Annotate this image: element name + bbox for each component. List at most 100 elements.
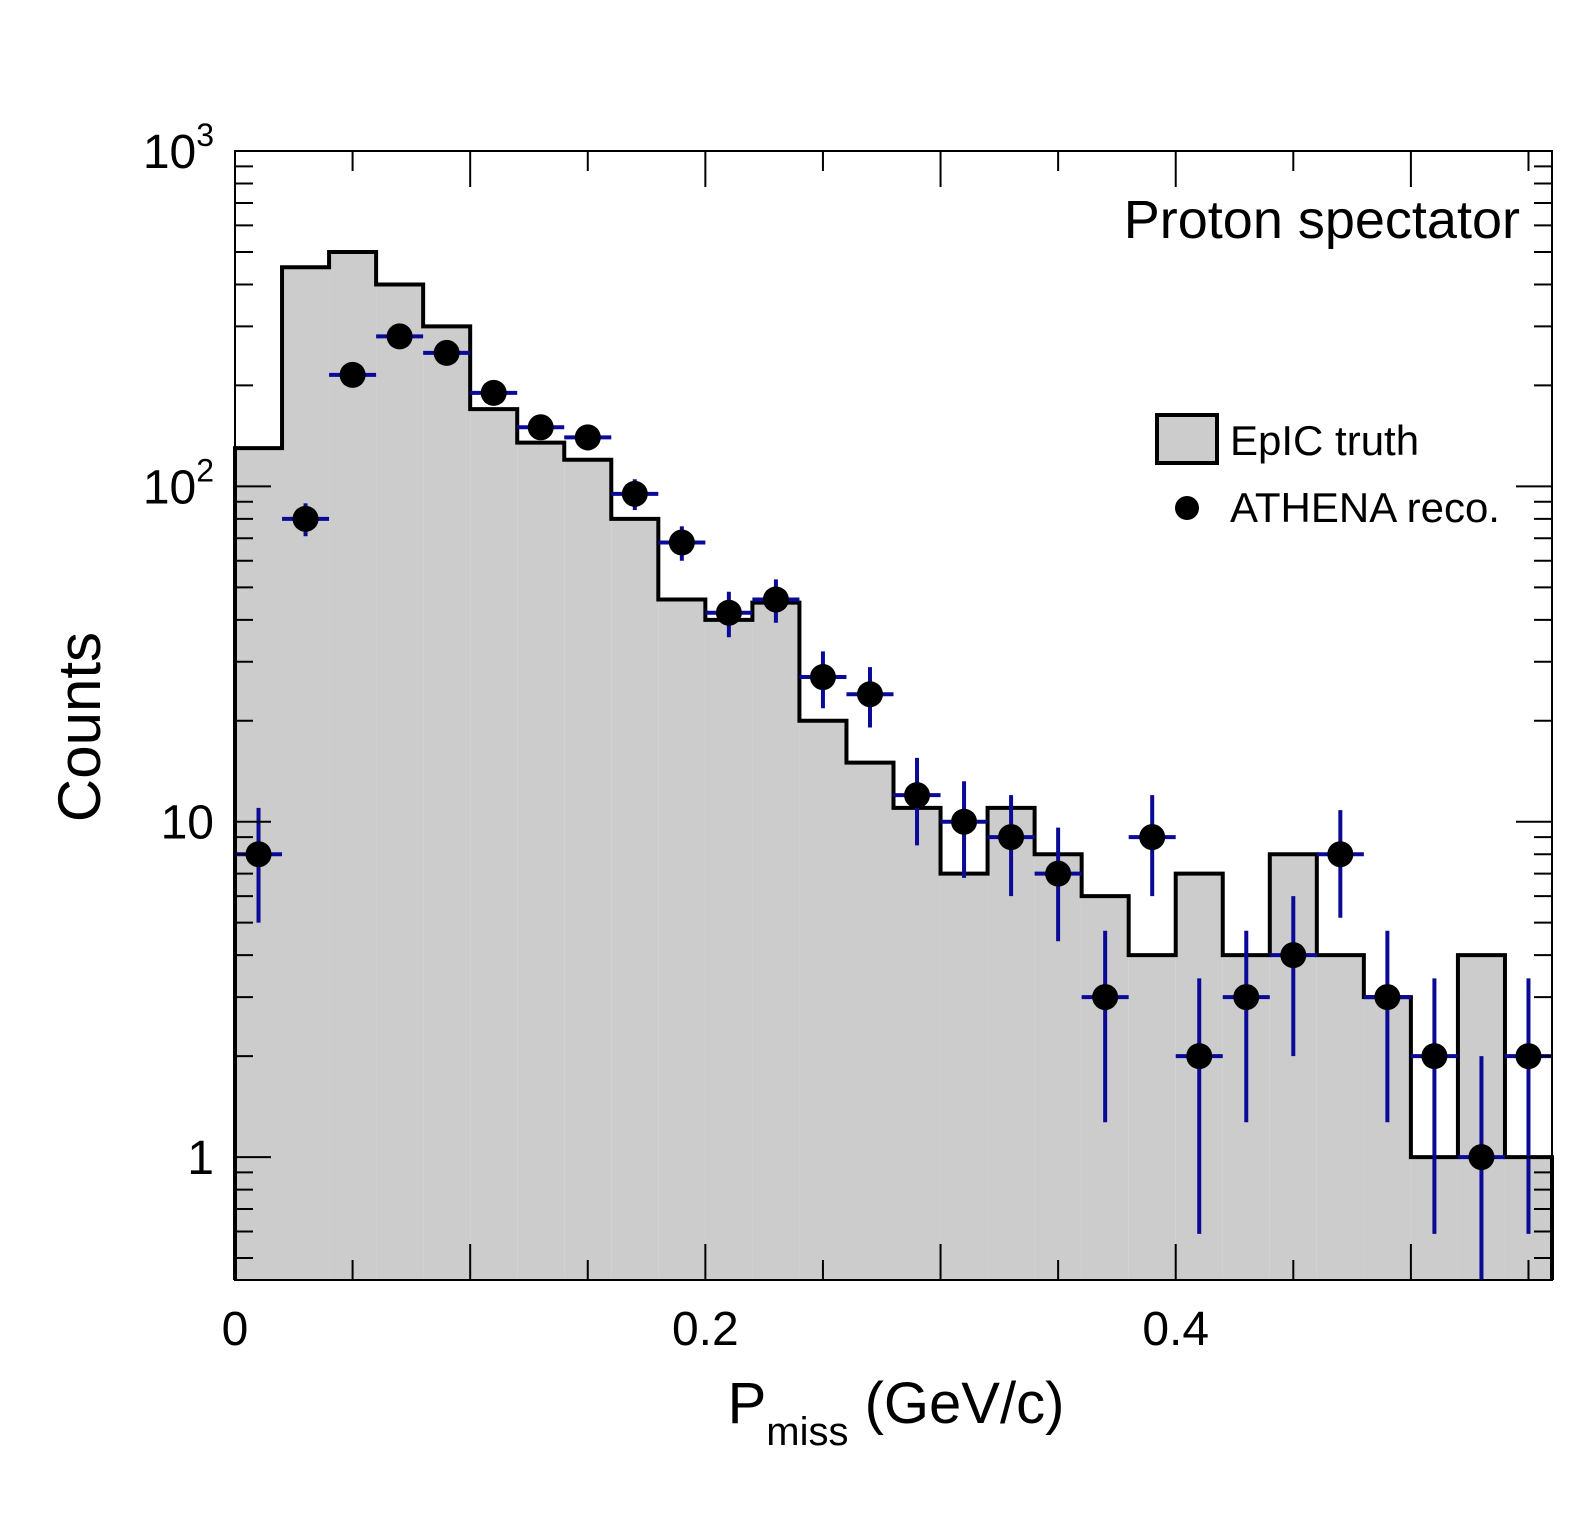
data-marker	[1468, 1144, 1495, 1171]
legend-swatch-histogram	[1155, 413, 1219, 465]
data-marker	[668, 529, 695, 556]
y-tick-label: 102	[143, 452, 214, 514]
histogram-bar	[564, 459, 612, 1280]
histogram-bar	[470, 409, 518, 1280]
data-point	[1222, 930, 1270, 1123]
data-marker	[856, 681, 883, 708]
data-point	[940, 781, 988, 878]
histogram-bar	[423, 326, 471, 1280]
data-point	[517, 414, 565, 441]
x-tick-label: 0.2	[672, 1303, 739, 1356]
y-tick-label: 103	[143, 117, 214, 179]
data-point	[752, 579, 800, 623]
data-point	[799, 651, 847, 709]
data-marker	[1515, 1043, 1542, 1070]
x-axis-title: Pmiss (GeV/c)	[728, 1371, 1065, 1454]
x-axis-ticks	[234, 151, 1530, 1280]
histogram-bar	[658, 599, 706, 1280]
histogram-bar	[376, 284, 424, 1281]
annotation-text: Proton spectator	[1124, 190, 1520, 250]
data-marker	[1092, 984, 1119, 1011]
data-marker	[527, 414, 554, 441]
data-marker	[715, 599, 742, 626]
data-marker	[1233, 984, 1260, 1011]
y-tick-label: 10	[161, 797, 214, 850]
plot-frame	[234, 150, 1553, 1281]
data-marker	[292, 505, 319, 532]
data-points	[235, 323, 1552, 1280]
data-marker	[574, 424, 601, 451]
data-point	[1316, 810, 1364, 918]
data-marker	[904, 782, 931, 809]
y-axis-title: Counts	[46, 632, 113, 822]
x-tick-label: 0	[222, 1303, 249, 1356]
data-marker	[1327, 841, 1354, 868]
data-point	[658, 526, 706, 561]
histogram-bar	[893, 807, 941, 1280]
data-marker	[245, 841, 272, 868]
legend-label-points: ATHENA reco.	[1230, 484, 1500, 531]
histogram-bar	[705, 619, 753, 1280]
histogram-bar	[611, 518, 659, 1280]
histogram-bar	[517, 442, 565, 1281]
data-marker	[1186, 1043, 1213, 1070]
legend-marker-points	[1175, 496, 1199, 520]
data-marker	[1421, 1043, 1448, 1070]
data-marker	[762, 586, 789, 613]
y-tick-label-base: 10	[143, 126, 196, 179]
histogram-bar	[940, 873, 988, 1280]
y-tick-label-base: 10	[161, 797, 214, 850]
x-axis-title-unit: (GeV/c)	[848, 1371, 1064, 1436]
data-point	[376, 323, 424, 350]
data-point	[1175, 978, 1223, 1234]
data-point	[987, 795, 1035, 897]
histogram-bar	[329, 251, 377, 1281]
data-marker	[809, 664, 836, 691]
data-point	[1081, 930, 1129, 1123]
y-tick-label-base: 1	[187, 1132, 214, 1185]
histogram-bar	[752, 602, 800, 1280]
x-tick-labels: 0 0.2 0.4	[222, 1303, 1209, 1356]
data-point	[564, 424, 612, 451]
data-marker	[480, 379, 507, 406]
data-point	[846, 667, 894, 728]
data-marker	[1374, 984, 1401, 1011]
y-tick-label-exponent: 3	[196, 117, 214, 153]
data-marker	[621, 480, 648, 507]
histogram-bar	[282, 267, 330, 1280]
data-point	[1269, 896, 1317, 1057]
data-point	[282, 503, 330, 537]
data-marker	[951, 808, 978, 835]
data-point	[1363, 930, 1411, 1123]
legend-label-histogram: EpIC truth	[1230, 417, 1419, 464]
histogram-bar	[1128, 955, 1176, 1280]
data-point	[705, 591, 753, 638]
data-point	[1034, 827, 1082, 942]
x-axis-title-subscript: miss	[766, 1410, 848, 1454]
x-tick-label: 0.4	[1142, 1303, 1209, 1356]
histogram-fill	[235, 251, 1552, 1281]
data-marker	[1280, 942, 1307, 969]
data-marker	[998, 824, 1025, 851]
data-point	[1457, 1056, 1505, 1280]
histogram-outline	[233, 249, 1554, 1280]
data-point	[1504, 978, 1552, 1234]
data-point	[470, 379, 518, 406]
data-point	[611, 479, 659, 511]
histogram-bar	[846, 762, 894, 1280]
data-marker	[339, 361, 366, 388]
data-marker	[1139, 824, 1166, 851]
y-axis-ticks	[235, 150, 1552, 1260]
histogram-line	[233, 249, 1554, 1280]
data-point	[1410, 978, 1458, 1234]
y-tick-label: 1	[187, 1132, 214, 1185]
data-marker	[386, 323, 413, 350]
data-point	[329, 361, 377, 388]
data-marker	[433, 339, 460, 366]
histogram-bar	[799, 720, 847, 1280]
legend: EpIC truth ATHENA reco.	[1155, 413, 1500, 531]
y-tick-label-exponent: 2	[196, 452, 214, 488]
data-marker	[1045, 860, 1072, 887]
y-tick-label-base: 10	[143, 461, 196, 514]
data-point	[893, 757, 941, 846]
